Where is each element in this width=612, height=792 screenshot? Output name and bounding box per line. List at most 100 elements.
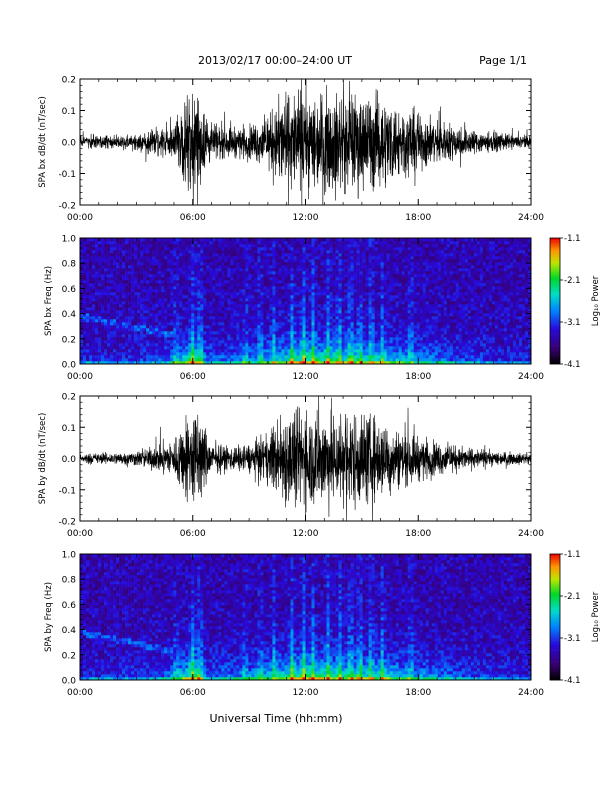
heatmap-cell <box>398 280 403 284</box>
heatmap-cell <box>239 319 243 323</box>
heatmap-cell <box>236 328 240 332</box>
heatmap-cell <box>347 361 351 365</box>
heatmap-cell <box>101 349 105 353</box>
heatmap-cell <box>89 352 93 356</box>
heatmap-cell <box>299 247 303 251</box>
heatmap-cell <box>410 346 415 350</box>
heatmap-cell <box>338 283 342 287</box>
heatmap-cell <box>275 301 279 305</box>
heatmap-cell <box>209 313 213 317</box>
heatmap-cell <box>146 283 150 287</box>
heatmap-cell <box>119 280 123 284</box>
heatmap-cell <box>113 247 117 251</box>
heatmap-cell <box>158 259 162 263</box>
heatmap-cell <box>122 340 126 344</box>
heatmap-cell <box>401 328 406 332</box>
heatmap-cell <box>359 346 363 350</box>
heatmap-cell <box>245 325 249 329</box>
heatmap-cell <box>392 343 396 347</box>
heatmap-cell <box>86 331 90 335</box>
heatmap-cell <box>371 280 375 284</box>
heatmap-cell <box>248 295 252 299</box>
heatmap-cell <box>419 292 424 296</box>
heatmap-cell <box>146 280 150 284</box>
heatmap-cell <box>386 331 390 335</box>
heatmap-cell <box>299 316 303 320</box>
heatmap-cell <box>131 313 135 317</box>
heatmap-cell <box>92 295 96 299</box>
heatmap-cell <box>251 265 255 269</box>
heatmap-cell <box>113 331 117 335</box>
heatmap-cell <box>128 271 132 275</box>
heatmap-cell <box>404 343 409 347</box>
y-tick-label: -0.1 <box>58 170 76 180</box>
heatmap-cell <box>110 280 114 284</box>
heatmap-cell <box>371 298 375 302</box>
heatmap-cell <box>140 271 144 275</box>
heatmap-cell <box>215 331 219 335</box>
heatmap-cell <box>143 280 147 284</box>
heatmap-cell <box>419 310 424 314</box>
heatmap-cell <box>140 328 144 332</box>
heatmap-cell <box>374 340 378 344</box>
heatmap-cell <box>341 301 345 305</box>
heatmap-cell <box>278 313 282 317</box>
heatmap-cell <box>425 334 430 338</box>
heatmap-cell <box>374 265 378 269</box>
heatmap-cell <box>422 250 427 254</box>
heatmap-cell <box>119 295 123 299</box>
heatmap-cell <box>413 331 418 335</box>
heatmap-cell <box>101 268 105 272</box>
heatmap-cell <box>413 358 418 362</box>
heatmap-cell <box>380 310 384 314</box>
heatmap-cell <box>155 298 159 302</box>
heatmap-cell <box>158 355 162 359</box>
heatmap-cell <box>356 316 360 320</box>
heatmap-cell <box>215 238 219 242</box>
heatmap-cell <box>320 343 324 347</box>
heatmap-cell <box>143 352 147 356</box>
heatmap-cell <box>245 280 249 284</box>
heatmap-cell <box>272 352 276 356</box>
heatmap-cell <box>278 349 282 353</box>
heatmap-cell <box>383 259 387 263</box>
heatmap-cell <box>92 262 96 266</box>
heatmap-cell <box>167 349 171 353</box>
heatmap-cell <box>272 301 276 305</box>
heatmap-cell <box>140 256 144 260</box>
heatmap-cell <box>269 319 273 323</box>
heatmap-cell <box>221 352 225 356</box>
heatmap-cell <box>161 325 165 329</box>
heatmap-cell <box>182 253 186 257</box>
heatmap-cell <box>383 307 387 311</box>
heatmap-cell <box>191 307 195 311</box>
heatmap-cell <box>203 247 207 251</box>
heatmap-cell <box>383 283 387 287</box>
heatmap-cell <box>128 277 132 281</box>
heatmap-cell <box>386 310 390 314</box>
heatmap-cell <box>176 256 180 260</box>
heatmap-cell <box>341 331 345 335</box>
heatmap-cell <box>89 334 93 338</box>
heatmap-cell <box>404 307 409 311</box>
heatmap-cell <box>224 355 228 359</box>
heatmap-cell <box>194 328 198 332</box>
heatmap-cell <box>377 280 381 284</box>
heatmap-cell <box>227 331 231 335</box>
heatmap-cell <box>305 283 309 287</box>
heatmap-cell <box>227 238 231 242</box>
heatmap-cell <box>146 349 150 353</box>
heatmap-cell <box>197 328 201 332</box>
heatmap-cell <box>347 280 351 284</box>
heatmap-cell <box>92 343 96 347</box>
heatmap-cell <box>185 328 189 332</box>
heatmap-cell <box>305 271 309 275</box>
heatmap-cell <box>209 262 213 266</box>
heatmap-cell <box>203 361 207 365</box>
heatmap-cell <box>344 277 348 281</box>
heatmap-cell <box>125 313 129 317</box>
heatmap-cell <box>260 265 264 269</box>
heatmap-cell <box>401 361 406 365</box>
heatmap-cell <box>428 358 433 362</box>
heatmap-cell <box>413 283 418 287</box>
